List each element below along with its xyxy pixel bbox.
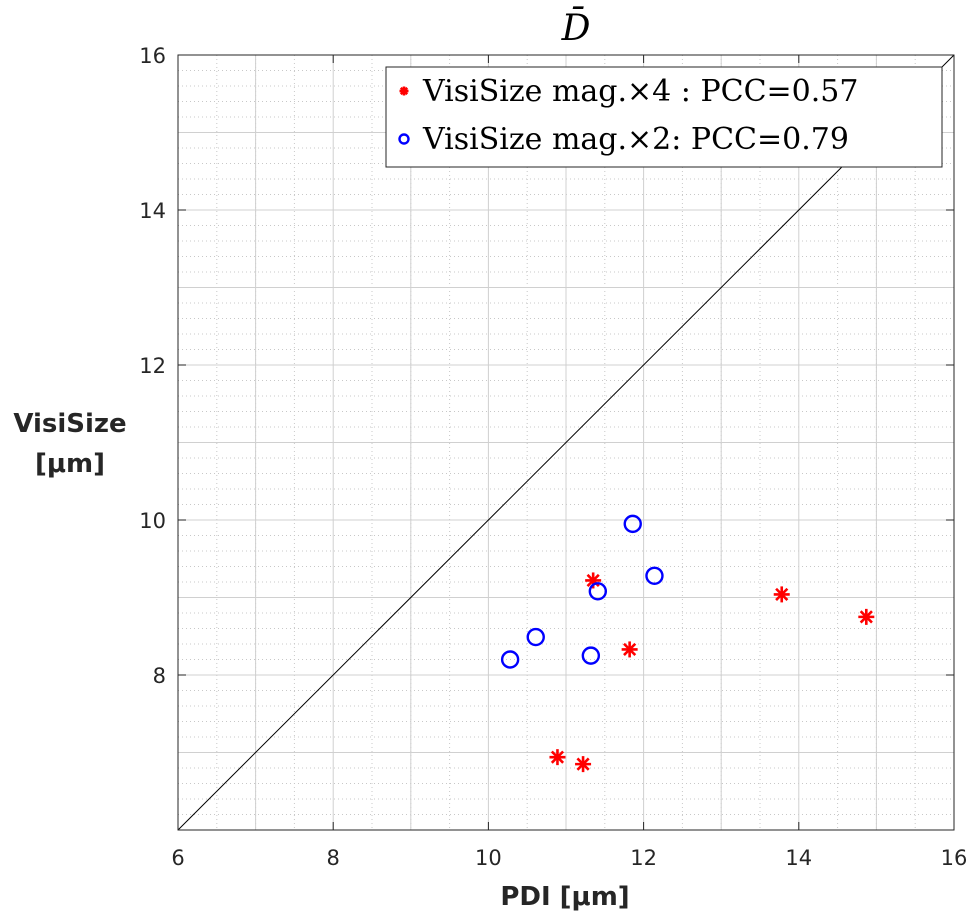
chart-title: D̄ (561, 6, 591, 49)
data-point-circle (588, 582, 608, 601)
x-tick-label: 10 (475, 846, 502, 870)
x-tick-label: 12 (630, 846, 657, 870)
x-tick-label: 16 (941, 846, 968, 870)
data-point-circle (623, 514, 642, 534)
legend-marker-asterisk (399, 86, 409, 96)
legend-entry-1: VisiSize mag.×4 : PCC=0.57 (422, 74, 858, 109)
data-point-circle (500, 650, 520, 669)
axis-ticks (177, 54, 955, 830)
identity-reference-line (177, 54, 955, 831)
y-tick-label: 8 (153, 664, 166, 688)
y-tick-labels: 8 10 12 14 16 (139, 44, 166, 688)
x-tick-label: 6 (171, 846, 184, 870)
data-point-circle (526, 627, 545, 647)
y-axis-label-line-1: VisiSize (13, 409, 126, 439)
y-tick-label: 16 (139, 44, 166, 68)
y-tick-label: 12 (139, 354, 166, 378)
data-point-asterisk (858, 608, 875, 625)
legend: VisiSize mag.×4 : PCC=0.57 VisiSize mag.… (385, 66, 943, 168)
data-point-asterisk (621, 641, 638, 658)
data-markers (500, 514, 875, 773)
x-tick-labels: 6 8 10 12 14 16 (171, 846, 967, 870)
legend-box (385, 66, 943, 168)
data-point-circle (581, 646, 601, 665)
x-tick-label: 8 (327, 846, 340, 870)
y-tick-label: 14 (139, 199, 166, 223)
legend-asterisk-glyph (399, 86, 409, 96)
x-axis-label: PDI [μm] (500, 882, 629, 912)
plot-frame (177, 54, 955, 831)
x-tick-label: 14 (785, 846, 812, 870)
legend-entry-2: VisiSize mag.×2: PCC=0.79 (422, 122, 849, 157)
legend-circle-glyph (398, 133, 410, 145)
y-tick-label: 10 (139, 509, 166, 533)
data-point-asterisk (575, 756, 592, 773)
legend-marker-circle (398, 133, 410, 145)
data-point-asterisk (773, 586, 790, 603)
data-point-circle (645, 566, 664, 585)
y-axis-label-line-2: [μm] (35, 449, 105, 479)
data-point-asterisk (549, 749, 566, 766)
